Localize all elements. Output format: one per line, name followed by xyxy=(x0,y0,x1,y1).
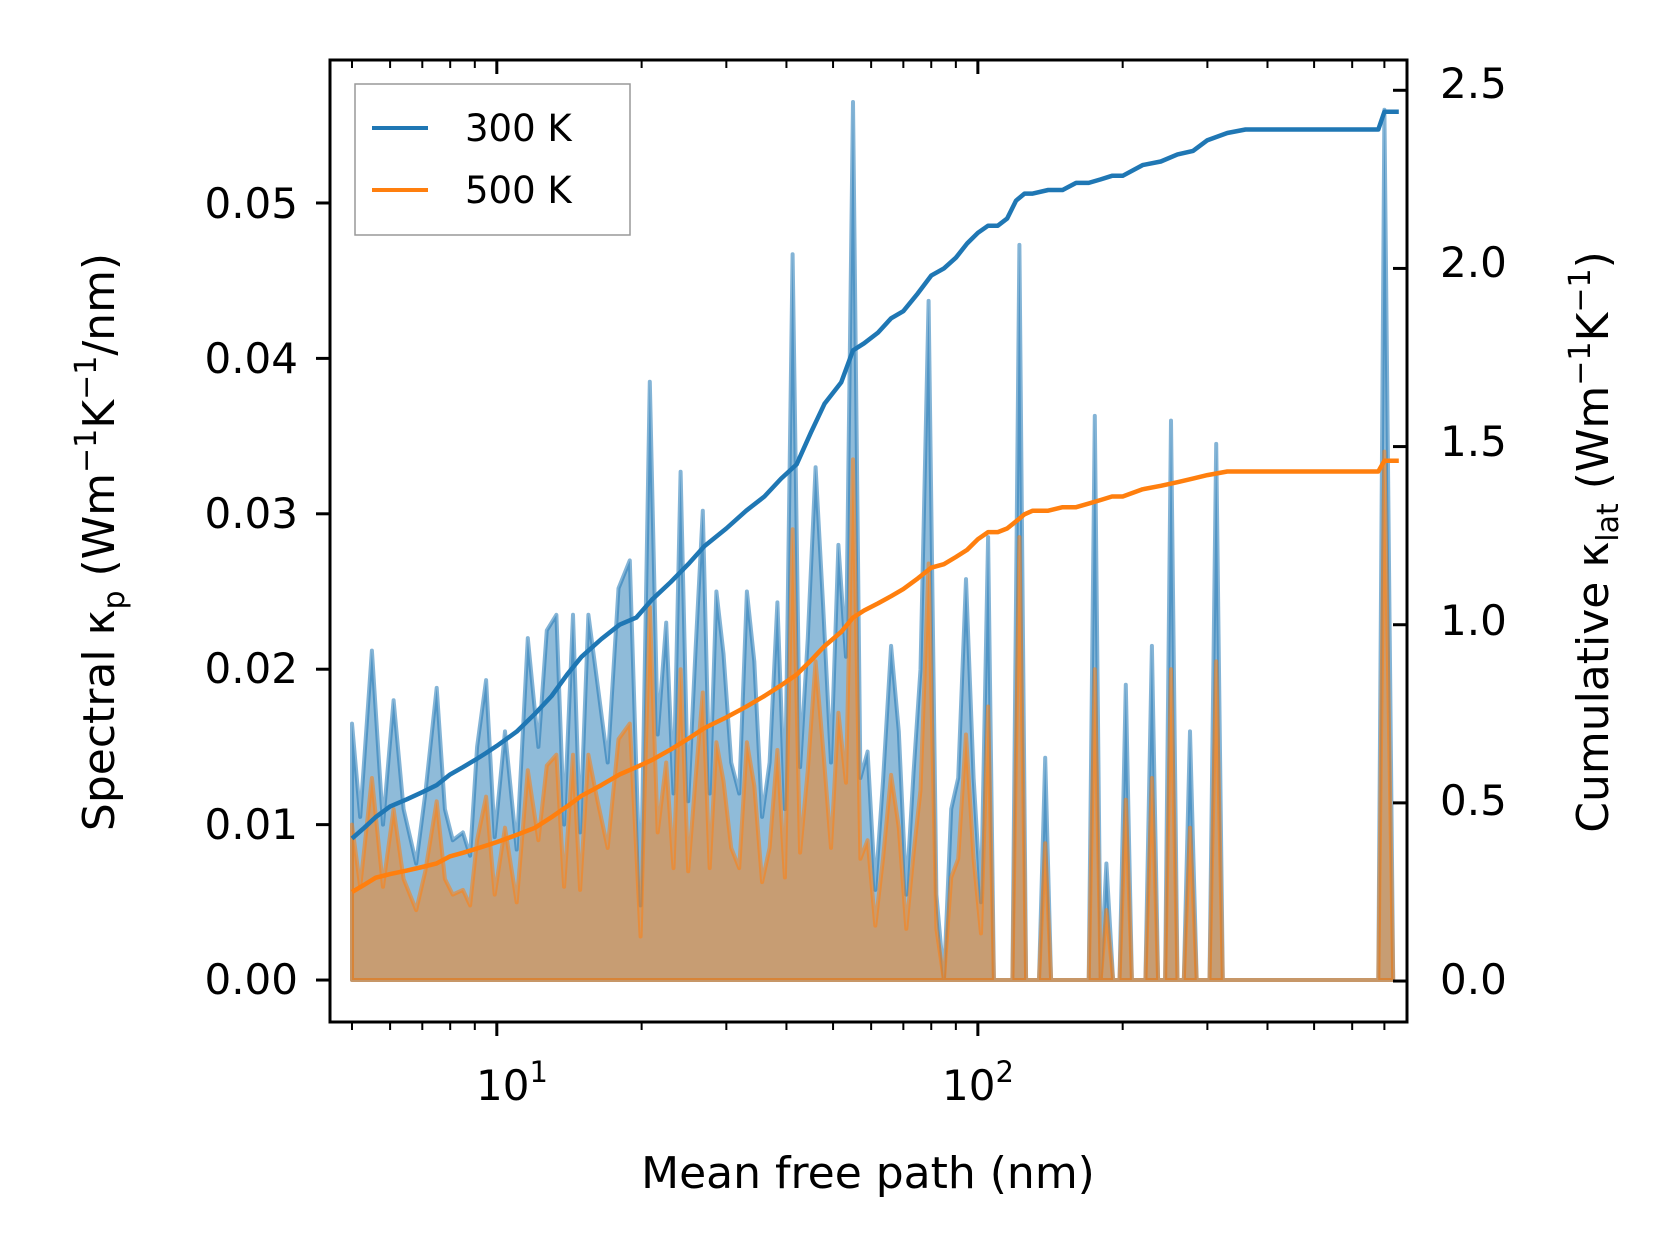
ticks-layer xyxy=(316,60,1407,1036)
y-right-tick-label: 2.0 xyxy=(1440,238,1507,287)
y-right-axis-label: Cumulative κlat (Wm−1K−1) xyxy=(1563,251,1626,833)
y-left-tick-labels: 0.00 0.01 0.02 0.03 0.04 0.05 xyxy=(204,179,298,1004)
y-left-axis-label: Spectral κp (Wm−1K−1/nm) xyxy=(69,253,132,831)
legend-label-500k: 500 K xyxy=(465,169,573,212)
y-left-tick-label: 0.01 xyxy=(204,800,298,849)
legend-box xyxy=(354,83,631,236)
y-left-tick-label: 0.05 xyxy=(204,179,298,228)
cumulative-line-500k xyxy=(350,458,1399,894)
y-right-tick-label: 1.5 xyxy=(1440,417,1507,466)
y-left-tick-label: 0.03 xyxy=(204,489,298,538)
y-right-tick-label: 0.0 xyxy=(1440,955,1507,1004)
y-right-tick-labels: 0.0 0.5 1.0 1.5 2.0 2.5 xyxy=(1440,59,1507,1004)
y-right-tick-label: 0.5 xyxy=(1440,776,1507,825)
x-tick-label: 101 xyxy=(476,1055,548,1110)
x-tick-label: 102 xyxy=(942,1055,1014,1110)
x-tick-labels: 101 102 xyxy=(476,1055,1014,1110)
y-left-tick-label: 0.02 xyxy=(204,644,298,693)
spectral-area-500k xyxy=(350,449,1396,982)
x-axis-label: Mean free path (nm) xyxy=(641,1148,1095,1199)
y-left-tick-label: 0.04 xyxy=(204,334,298,383)
legend: 300 K 500 K xyxy=(354,83,631,236)
y-left-tick-label: 0.00 xyxy=(204,955,298,1004)
y-right-tick-label: 1.0 xyxy=(1440,596,1507,645)
legend-label-300k: 300 K xyxy=(465,107,573,150)
cumulative-line-300k xyxy=(350,109,1399,841)
data-layer xyxy=(350,100,1399,982)
y-right-tick-label: 2.5 xyxy=(1440,59,1507,108)
plot-frame xyxy=(328,58,1409,1024)
